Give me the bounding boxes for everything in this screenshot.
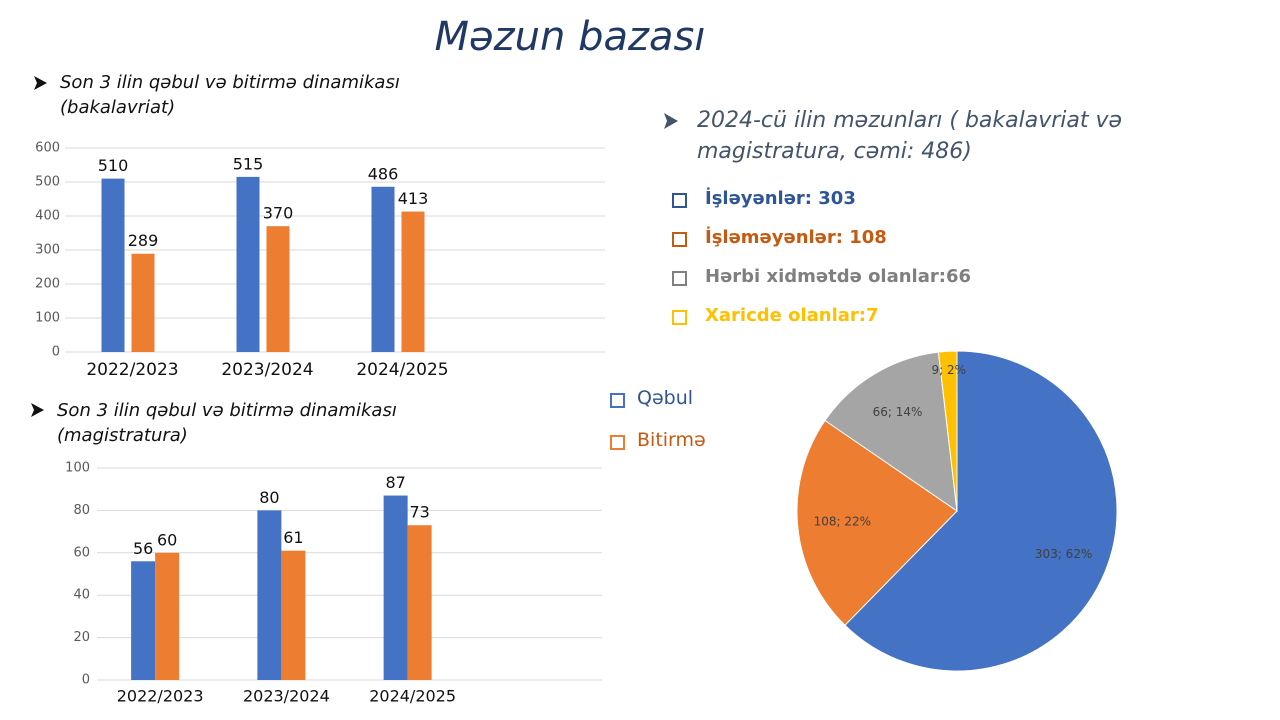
legend-marker xyxy=(672,232,687,247)
bar xyxy=(131,561,156,680)
y-tick-label: 0 xyxy=(52,345,60,360)
legend-marker xyxy=(610,393,625,408)
data-label: 108; 22% xyxy=(814,515,871,529)
legend-marker xyxy=(672,271,687,286)
legend-label: İşləməyənlər: 108 xyxy=(705,227,887,248)
x-tick-label: 2024/2025 xyxy=(356,360,448,380)
data-label: 486 xyxy=(368,164,399,183)
bar xyxy=(401,211,425,352)
y-tick-label: 300 xyxy=(35,243,60,258)
slide-title: Məzun bazası xyxy=(434,14,706,60)
bar xyxy=(131,253,155,352)
bar xyxy=(383,495,408,680)
chart-title: Son 3 ilin qəbul və bitirmə dinamikası (… xyxy=(57,400,397,446)
y-tick-label: 500 xyxy=(35,175,60,190)
x-tick-label: 2024/2025 xyxy=(369,687,456,706)
bullet-arrow xyxy=(34,76,47,90)
data-label: 60 xyxy=(157,530,177,549)
bullet-arrow xyxy=(31,403,44,417)
data-label: 289 xyxy=(128,231,159,250)
data-label: 515 xyxy=(233,154,264,173)
y-tick-label: 80 xyxy=(73,503,90,518)
data-label: 9; 2% xyxy=(932,363,967,377)
y-tick-label: 20 xyxy=(73,630,90,645)
legend-label: Qəbul xyxy=(637,387,694,409)
chart-title: 2024-cü ilin məzunları ( bakalavriat və … xyxy=(697,108,1123,164)
bar xyxy=(101,178,125,352)
pie-slice xyxy=(824,351,958,513)
bar xyxy=(407,525,432,680)
y-tick-label: 40 xyxy=(73,588,90,603)
bar xyxy=(266,226,290,352)
data-label: 413 xyxy=(398,189,429,208)
data-label: 61 xyxy=(283,528,303,547)
y-tick-label: 0 xyxy=(82,673,90,688)
data-label: 303; 62% xyxy=(1035,547,1092,561)
pie-slice xyxy=(937,350,958,512)
y-tick-label: 600 xyxy=(35,141,60,156)
legend-marker xyxy=(672,193,687,208)
y-tick-label: 100 xyxy=(65,461,90,476)
pie-slice xyxy=(844,350,1118,672)
legend-label: Xaricde olanlar:7 xyxy=(705,305,879,326)
data-label: 66; 14% xyxy=(873,405,923,419)
x-tick-label: 2023/2024 xyxy=(221,360,313,380)
data-label: 56 xyxy=(133,539,153,558)
y-tick-label: 400 xyxy=(35,209,60,224)
bar xyxy=(281,550,306,680)
legend-marker xyxy=(672,310,687,325)
legend-marker xyxy=(610,435,625,450)
data-label: 87 xyxy=(385,473,405,492)
bullet-arrow xyxy=(664,113,678,129)
x-tick-label: 2022/2023 xyxy=(86,360,178,380)
pie-slice xyxy=(796,419,958,626)
bar xyxy=(236,176,260,352)
bar xyxy=(257,510,282,680)
legend-label: İşləyənlər: 303 xyxy=(705,188,856,209)
legend-label: Hərbi xidmətdə olanlar:66 xyxy=(705,266,972,287)
data-label: 80 xyxy=(259,488,279,507)
y-tick-label: 100 xyxy=(35,311,60,326)
y-tick-label: 200 xyxy=(35,277,60,292)
chart-title: Son 3 ilin qəbul və bitirmə dinamikası (… xyxy=(60,72,400,118)
y-tick-label: 60 xyxy=(73,545,90,560)
data-label: 370 xyxy=(263,204,294,223)
x-tick-label: 2022/2023 xyxy=(117,687,204,706)
x-tick-label: 2023/2024 xyxy=(243,687,330,706)
bar xyxy=(371,186,395,352)
data-label: 73 xyxy=(409,503,429,522)
bar xyxy=(155,552,180,680)
legend-label: Bitirmə xyxy=(637,429,706,451)
data-label: 510 xyxy=(98,156,129,175)
